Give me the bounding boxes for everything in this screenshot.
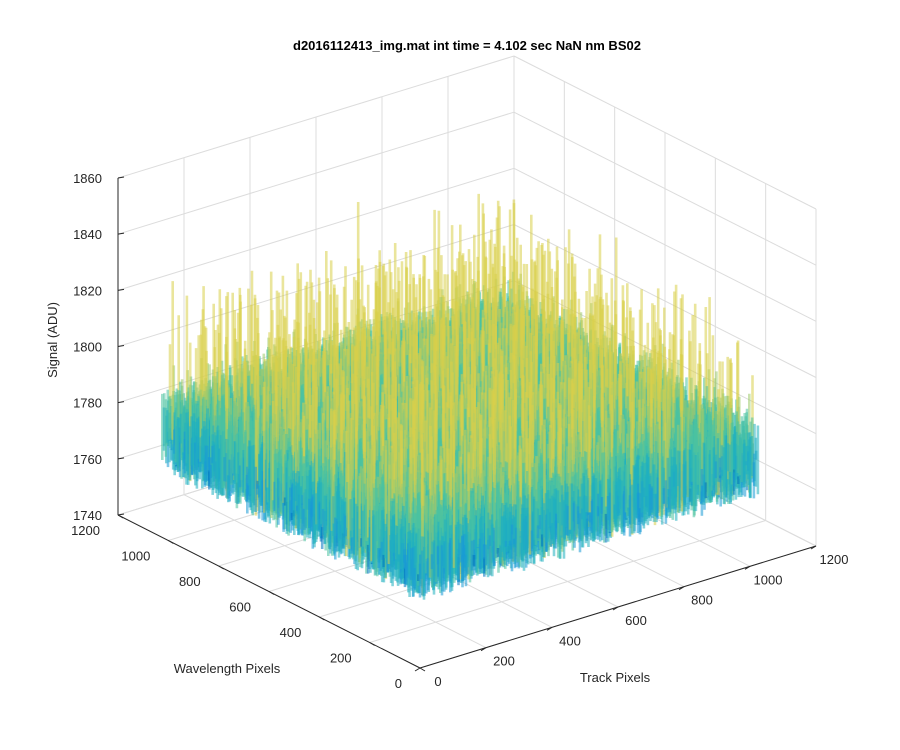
surface-data (162, 194, 758, 600)
chart-title: d2016112413_img.mat int time = 4.102 sec… (293, 38, 641, 53)
